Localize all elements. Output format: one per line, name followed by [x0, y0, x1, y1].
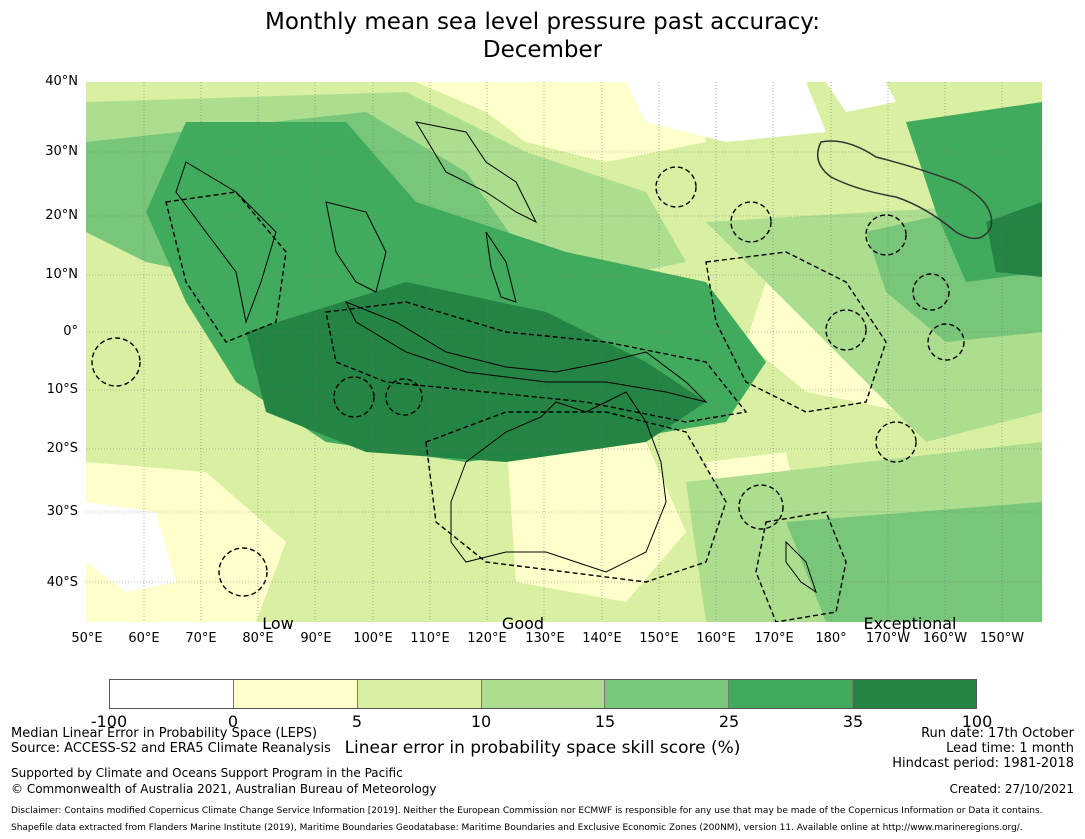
skill-zone-white-patch [626, 82, 826, 142]
coast-china-japan [414, 121, 538, 224]
eez-circle-5 [333, 376, 375, 418]
eez-circle-3 [865, 214, 907, 256]
lat-label-40n: 40°N [45, 74, 78, 89]
colorbar-segment-7 [853, 680, 977, 708]
lon-label-170w: 170°W [865, 631, 911, 646]
map-canvas [86, 82, 1042, 622]
lon-label-150w: 150°W [979, 631, 1025, 646]
footer-hindcast: Hindcast period: 1981-2018 [892, 756, 1074, 771]
lat-label-30n: 30°N [45, 144, 78, 159]
footer-metric: Median Linear Error in Probability Space… [11, 726, 318, 741]
lon-label-180: 180° [815, 631, 847, 646]
lat-label-20n: 20°N [45, 208, 78, 223]
eez-circle-2 [730, 201, 772, 243]
lon-label-160e: 160°E [696, 631, 736, 646]
footer-copyright: © Commonwealth of Australia 2021, Austra… [11, 782, 437, 796]
lat-label-0: 0° [63, 324, 78, 339]
category-label-low: Low [262, 614, 294, 633]
colorbar-tick-100: 100 [961, 712, 993, 731]
eez-circle-1 [655, 166, 697, 208]
coast-philippines [485, 231, 517, 303]
coastlines [175, 121, 817, 594]
lon-label-120e: 120°E [467, 631, 507, 646]
eez-circle-10 [912, 273, 950, 311]
lat-label-10n: 10°N [45, 267, 78, 282]
lon-label-160w: 160°W [922, 631, 968, 646]
colorbar-segment-2 [233, 680, 358, 708]
eez-outline-indonesia [325, 301, 748, 423]
colorbar-tick-10: 10 [470, 712, 492, 731]
footer-shapefile: Shapefile data extracted from Flanders M… [11, 823, 1023, 833]
footer-run-date: Run date: 17th October [921, 726, 1074, 741]
footer-source: Source: ACCESS-S2 and ERA5 Climate Reana… [11, 741, 331, 756]
lon-label-170e: 170°E [754, 631, 794, 646]
lon-label-80e: 80°E [242, 631, 274, 646]
footer-disclaimer: Disclaimer: Contains modified Copernicus… [11, 806, 1043, 816]
lon-label-140e: 140°E [582, 631, 622, 646]
colorbar-segment-1 [110, 680, 234, 708]
eez-circle-6 [385, 378, 423, 416]
skill-zone-white-north [416, 82, 706, 162]
footer-support: Supported by Climate and Oceans Support … [11, 766, 403, 780]
skill-zone-green-southeast [786, 502, 1042, 622]
colorbar-tick-35: 35 [842, 712, 864, 731]
eez-boundaries [91, 166, 965, 622]
colorbar-segment-3 [357, 680, 482, 708]
skill-zone-white-east [826, 82, 896, 112]
colorbar-tick-25: 25 [718, 712, 740, 731]
eez-circle-9 [91, 337, 141, 387]
lon-label-50e: 50°E [71, 631, 103, 646]
lon-label-60e: 60°E [128, 631, 160, 646]
eez-circle-7 [218, 547, 268, 597]
eez-outline-australia [425, 411, 727, 583]
colorbar-title: Linear error in probability space skill … [344, 738, 741, 758]
coast-australia [450, 391, 667, 573]
lon-label-100e: 100°E [353, 631, 393, 646]
lon-label-110e: 110°E [410, 631, 450, 646]
colorbar-tick-5: 5 [351, 712, 363, 731]
skill-zone-darkest-green-northeast [986, 202, 1042, 277]
category-label-good: Good [501, 614, 545, 633]
skill-zone-white-southwest [86, 502, 176, 592]
coast-india [175, 161, 277, 324]
colorbar-tick-15: 15 [594, 712, 616, 731]
coast-southeast-asia [325, 201, 387, 293]
lon-label-130e: 130°E [525, 631, 565, 646]
eez-outline-new-zealand [755, 511, 847, 622]
coast-new-zealand [785, 540, 817, 594]
title-line-1: Monthly mean sea level pressure past acc… [265, 9, 820, 35]
lon-label-150e: 150°E [639, 631, 679, 646]
lat-label-10s: 10°S [46, 382, 78, 397]
graticule [86, 82, 1042, 622]
coast-indonesia [344, 301, 708, 403]
eez-circle-8 [738, 484, 784, 530]
lat-label-20s: 20°S [46, 441, 78, 456]
lat-label-40s: 40°S [46, 575, 78, 590]
skill-zone-darkest-green-band [246, 282, 706, 462]
footer-created: Created: 27/10/2021 [949, 782, 1074, 796]
eez-outline-northwest [165, 191, 287, 343]
category-label-exceptional: Exceptional [863, 614, 957, 633]
colorbar-tick-neg100: -100 [90, 712, 128, 731]
footer-lead-time: Lead time: 1 month [946, 741, 1074, 756]
title-line-2: December [482, 37, 603, 63]
eez-outline-pacific [705, 251, 887, 413]
eez-circle-12 [875, 421, 917, 463]
colorbar-segment-6 [729, 680, 854, 708]
colorbar-segment-5 [605, 680, 730, 708]
eez-outline-hawaii [816, 140, 993, 240]
eez-circle-4 [825, 309, 867, 351]
lat-label-30s: 30°S [46, 504, 78, 519]
lon-label-70e: 70°E [185, 631, 217, 646]
colorbar-segment-4 [481, 680, 606, 708]
lon-label-90e: 90°E [300, 631, 332, 646]
colorbar-tick-0: 0 [227, 712, 239, 731]
chart-title: Monthly mean sea level pressure past acc… [0, 8, 1085, 64]
colorbar [109, 679, 977, 709]
skill-zone-pale-south-central [506, 432, 686, 602]
skill-map [86, 82, 1042, 622]
eez-circle-11 [927, 323, 965, 361]
